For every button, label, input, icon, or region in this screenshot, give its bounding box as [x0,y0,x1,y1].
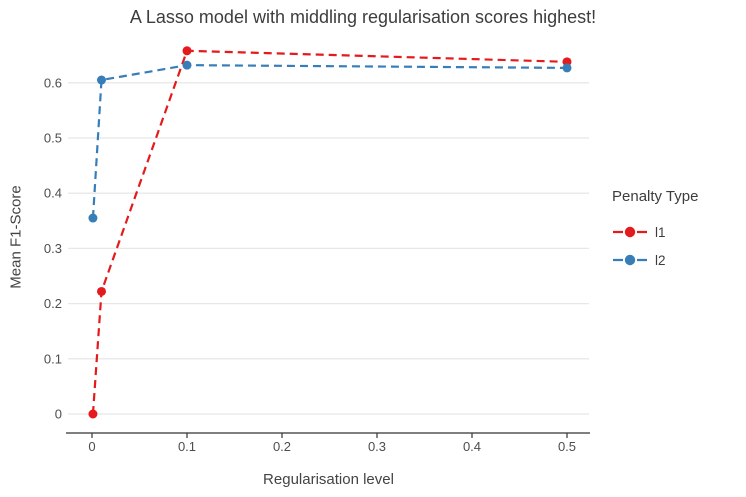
x-axis-title: Regularisation level [263,471,394,488]
series-line-l2 [91,64,568,219]
data-point-l2 [97,75,106,85]
series-line-l1 [91,49,568,415]
legend-item-l1: l1 [612,218,698,246]
data-point-l1 [97,286,106,296]
y-tick-label: 0.5 [44,131,62,146]
y-tick-label: 0.4 [44,186,62,201]
legend-label-l1: l1 [655,224,666,240]
legend: Penalty Type l1 l2 [612,188,698,274]
data-point-l2 [562,63,572,73]
x-tick-label: 0.3 [368,439,386,454]
legend-item-l2: l2 [612,246,698,274]
legend-key-l2-icon [613,254,647,266]
chart-title: A Lasso model with middling regularisati… [129,7,597,27]
x-tick-label: 0 [88,439,95,454]
y-tick-label: 0.1 [44,351,62,366]
x-tick-label: 0.4 [463,439,481,454]
y-tick-label: 0.2 [44,296,62,311]
y-axis-title: Mean F1-Score [7,185,25,289]
legend-key-l1-icon [613,226,647,238]
legend-key-point [624,226,636,238]
legend-key-point [624,254,636,266]
x-tick-label: 0.2 [273,439,291,454]
y-tick-label: 0 [55,407,62,422]
y-tick-label: 0.3 [44,241,62,256]
legend-label-l2: l2 [655,252,666,268]
data-point-l1 [182,46,192,56]
data-point-l2 [182,60,192,70]
x-tick-label: 0.5 [558,439,576,454]
x-tick-label: 0.1 [178,439,196,454]
y-tick-label: 0.6 [44,75,62,90]
data-point-l2 [88,213,98,223]
data-point-l1 [88,409,98,419]
legend-title: Penalty Type [612,188,699,205]
